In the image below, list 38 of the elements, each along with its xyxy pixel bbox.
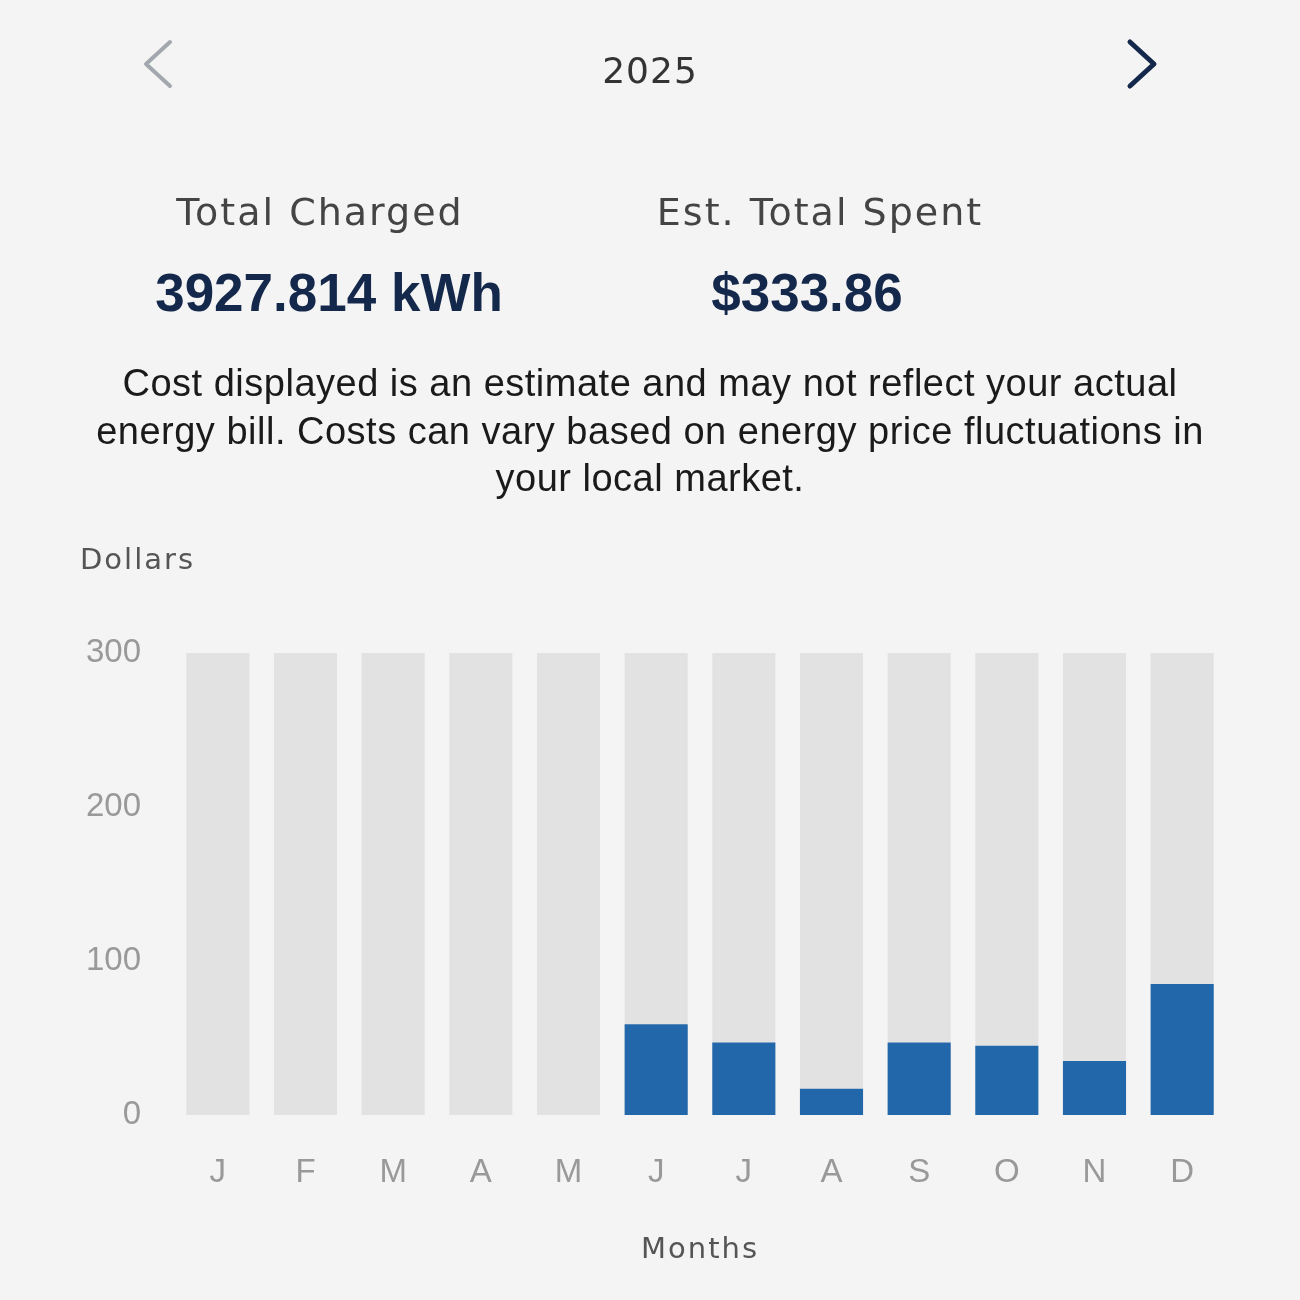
- y-tick-label: 0: [122, 1094, 141, 1132]
- bar: [624, 653, 688, 1025]
- bar: [1150, 653, 1214, 985]
- y-tick-label: 300: [85, 632, 141, 670]
- x-tick-label: M: [554, 1151, 583, 1189]
- bar: [712, 1042, 776, 1115]
- bar: [975, 653, 1039, 1046]
- x-tick-label: N: [1082, 1151, 1107, 1189]
- bar: [799, 653, 864, 1089]
- bar: [1062, 1061, 1127, 1115]
- x-tick-label: O: [994, 1151, 1020, 1189]
- bar: [887, 1042, 951, 1115]
- x-tick-label: A: [469, 1151, 492, 1189]
- x-tick-label: M: [379, 1151, 407, 1189]
- bar: [975, 1045, 1039, 1115]
- bar: [887, 653, 951, 1043]
- y-tick-label: 100: [85, 940, 141, 978]
- x-tick-label: J: [647, 1151, 665, 1189]
- text: Est. Total Spent: [655, 189, 985, 236]
- text: $333.86: [710, 263, 904, 322]
- text: 3927.814 kWh: [154, 263, 504, 322]
- text: Cost displayed is an estimate and may not reflect your actual energy bill. Costs can vary based on energy price fluctuations in your local market.: [95, 361, 1205, 501]
- y-tick-label: 200: [85, 786, 141, 824]
- bar: [1062, 653, 1127, 1062]
- bar: [799, 1088, 864, 1115]
- bar: [1150, 984, 1214, 1115]
- x-tick-label: D: [1170, 1151, 1195, 1189]
- x-tick-label: A: [820, 1151, 843, 1189]
- x-axis-title: Months: [640, 1230, 760, 1265]
- bar: [712, 653, 776, 1043]
- x-tick-label: F: [295, 1151, 316, 1189]
- bar: [624, 1024, 688, 1115]
- text: Total Charged: [175, 189, 465, 236]
- y-axis-title: Dollars: [80, 541, 195, 576]
- x-tick-label: J: [735, 1151, 753, 1189]
- chart-title: 2025: [601, 49, 699, 93]
- x-tick-label: J: [209, 1151, 227, 1189]
- x-tick-label: S: [908, 1151, 931, 1189]
